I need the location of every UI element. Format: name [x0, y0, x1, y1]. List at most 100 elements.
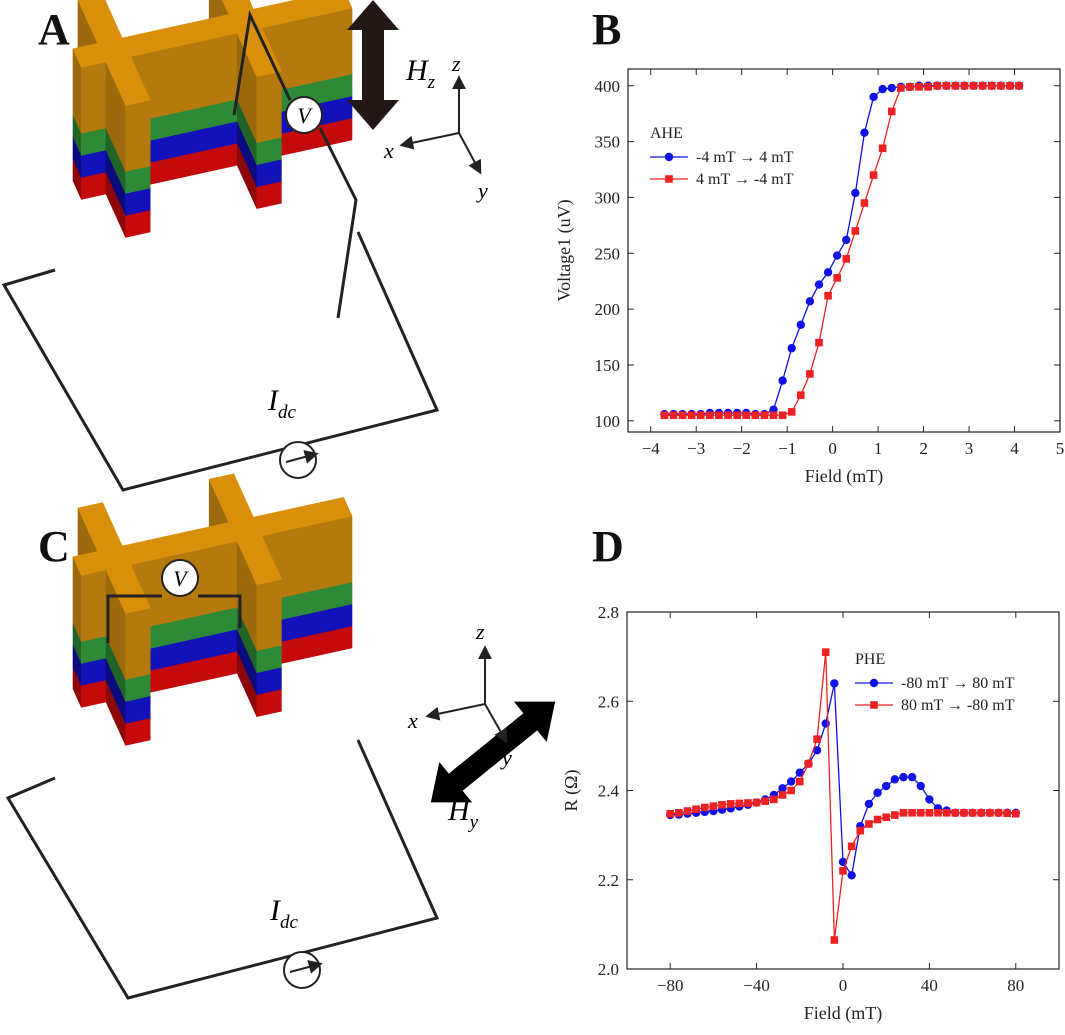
data-point [787, 408, 796, 416]
x-tick-label: 0 [828, 439, 837, 458]
data-point [1003, 809, 1011, 818]
voltmeter-lead [318, 127, 358, 319]
data-point [878, 84, 887, 94]
data-point [873, 788, 882, 797]
x-tick-label: 80 [1007, 976, 1024, 995]
x-tick-label: 1 [874, 439, 883, 458]
layer-label: CoFeB [221, 262, 275, 283]
y-tick-label: 100 [595, 412, 621, 431]
data-point [908, 809, 916, 817]
layer-label: Ti [240, 282, 256, 303]
data-point [696, 411, 705, 420]
chart-ahe: −4 −3 −2 −1 0 1 2 3 4 5 100 150 200 250 300 350 400 Field… [554, 68, 1065, 487]
data-point [830, 679, 839, 688]
data-point [796, 320, 805, 329]
data-point [787, 786, 795, 795]
data-point [887, 107, 896, 116]
data-point [669, 411, 678, 420]
y-tick-label: 300 [595, 188, 621, 207]
field-arrow-icon [430, 701, 556, 803]
data-point [709, 802, 718, 810]
data-point [761, 797, 770, 806]
legend-marker [869, 678, 879, 688]
y-tick-label: 2.2 [598, 871, 619, 890]
data-point [1012, 809, 1020, 818]
data-point [890, 775, 900, 784]
data-point [660, 411, 669, 420]
mgo-layer [72, 0, 353, 172]
data-point [812, 746, 822, 755]
data-point [833, 274, 841, 282]
data-point [933, 81, 942, 90]
voltmeter-lead [232, 9, 292, 116]
legend: AHE -4 mT → 4 mT 4 mT → -4 mT [650, 125, 794, 188]
data-point [860, 128, 869, 137]
panel-label-a: A [38, 5, 70, 54]
data-point [815, 338, 823, 347]
data-point [882, 781, 891, 791]
layer-label: MgO [228, 746, 268, 767]
axis-y-label: y [476, 178, 488, 203]
x-tick-label: −3 [687, 439, 705, 458]
data-point [925, 809, 934, 817]
y-axis-label: Voltage1 (uV) [554, 199, 575, 301]
axis-x-label: x [407, 708, 418, 733]
data-point [706, 411, 714, 420]
field-arrow-icon [347, 0, 399, 130]
y-tick-label: 2.0 [598, 960, 619, 979]
data-point [960, 809, 968, 817]
x-tick-label: 5 [1056, 439, 1065, 458]
legend-title: PHE [855, 651, 885, 668]
data-point [804, 759, 813, 768]
y-tick-label: 150 [595, 356, 621, 375]
data-point [847, 871, 856, 880]
data-point [735, 799, 744, 808]
data-point [786, 777, 796, 786]
current-label: Idc [267, 384, 297, 423]
data-point [839, 867, 847, 875]
field-label: Hz [405, 54, 436, 93]
data-point [778, 376, 787, 385]
data-point [700, 803, 709, 812]
data-point [934, 809, 942, 817]
coordinate-axes: z x y [383, 51, 488, 203]
chart-phe: −80 −40 0 40 80 2.0 2.2 2.4 2.6 2.8 Field (mT) R (Ω… [561, 603, 1060, 1024]
x-tick-label: 3 [965, 439, 974, 458]
x-tick-label: 2 [919, 439, 928, 458]
data-point [678, 411, 687, 420]
data-point [873, 815, 882, 824]
plot-frame [627, 68, 1061, 433]
data-point [692, 805, 700, 814]
legend-marker [870, 701, 878, 709]
data-point [718, 800, 726, 809]
data-point [832, 251, 842, 260]
data-point [856, 826, 865, 835]
data-point [796, 777, 804, 786]
data-point [842, 255, 851, 263]
data-point [824, 291, 832, 300]
x-tick-label: −2 [733, 439, 751, 458]
series-1 [660, 81, 1024, 419]
x-tick-label: −40 [743, 976, 770, 995]
data-point [744, 799, 752, 807]
panel-label-d: D [592, 522, 624, 571]
data-point [787, 344, 796, 353]
data-point [851, 227, 860, 235]
data-point [891, 811, 899, 819]
data-point [869, 92, 878, 102]
data-point [805, 297, 815, 306]
data-point [987, 81, 996, 90]
data-point [830, 936, 839, 944]
data-point [997, 81, 1005, 90]
legend-entry: -80 mT → 80 mT [901, 675, 1015, 692]
y-tick-label: 2.6 [598, 692, 619, 711]
data-point [907, 772, 917, 782]
layer-label: MgO [228, 238, 268, 259]
current-loop [1, 231, 440, 492]
data-point [1015, 81, 1023, 90]
data-point [1006, 81, 1014, 90]
legend-entry: 80 mT → -80 mT [901, 697, 1015, 714]
